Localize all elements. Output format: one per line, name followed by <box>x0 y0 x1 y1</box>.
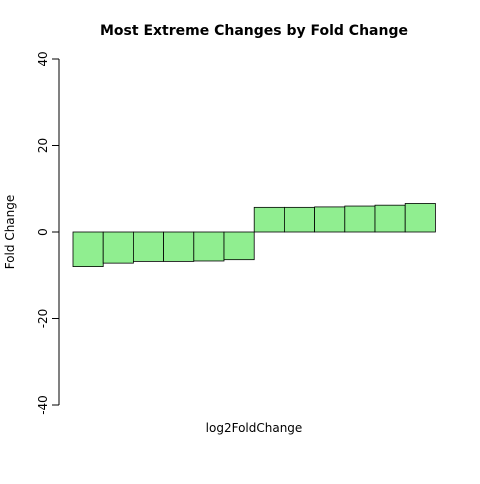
bar <box>374 204 406 233</box>
bar <box>102 231 134 264</box>
y-tick-label: -20 <box>36 309 50 329</box>
x-axis-label: log2FoldChange <box>206 421 303 435</box>
bar <box>223 231 255 261</box>
bar <box>163 231 195 262</box>
bar <box>253 206 285 233</box>
bars-group <box>72 203 436 267</box>
bar <box>193 231 225 262</box>
bar <box>132 231 164 262</box>
y-axis-label: Fold Change <box>3 195 17 270</box>
y-tick-label: 40 <box>36 51 50 66</box>
y-axis: -40 -20 0 20 40 <box>36 51 60 415</box>
bar <box>314 206 346 233</box>
bar <box>344 205 376 233</box>
bar <box>72 231 104 267</box>
y-tick-label: 0 <box>36 228 50 236</box>
bar <box>283 206 315 233</box>
chart-title: Most Extreme Changes by Fold Change <box>100 23 408 39</box>
y-tick-label: 20 <box>36 138 50 153</box>
bar <box>404 203 436 233</box>
y-tick-label: -40 <box>36 395 50 415</box>
